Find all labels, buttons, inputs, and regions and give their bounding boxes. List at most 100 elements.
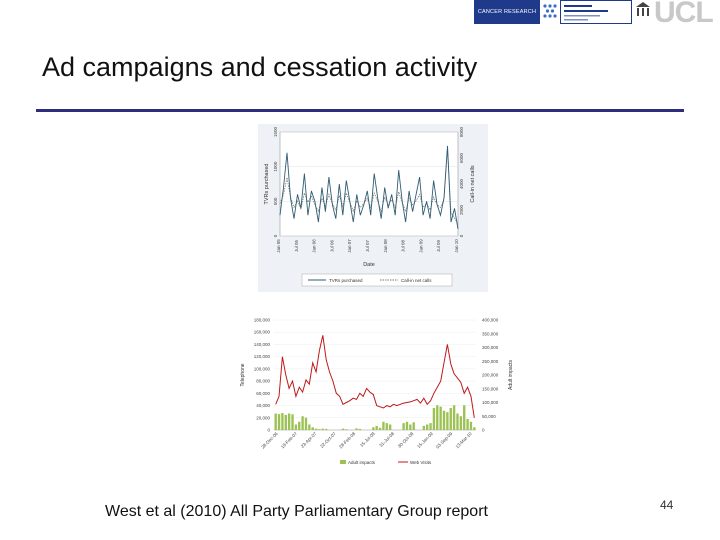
y2-tick-label: 350,000 bbox=[482, 331, 499, 336]
y-tick-label: 100,000 bbox=[254, 366, 271, 371]
tvr-calls-chart: 0 500 1000 1500 0 2000 4000 6000 8000 TVRs purcha… bbox=[258, 124, 488, 292]
y-tick-label: 0 bbox=[273, 234, 278, 237]
bar-adult-impacts bbox=[429, 423, 432, 430]
legend-label: Call-in net calls bbox=[401, 278, 432, 283]
plot-area bbox=[279, 131, 459, 237]
title-divider bbox=[36, 109, 684, 112]
y-tick-label: 1000 bbox=[273, 161, 278, 172]
bar-adult-impacts bbox=[277, 414, 281, 430]
x-tick-label: 22-Oct-07 bbox=[319, 431, 337, 449]
bar-adult-impacts bbox=[402, 423, 405, 430]
x-tick-label: 03-Sep-09 bbox=[435, 431, 454, 450]
y2-tick-label: 0 bbox=[459, 234, 464, 237]
y2-tick-label: 300,000 bbox=[482, 345, 499, 350]
y2-tick-label: 200,000 bbox=[482, 373, 499, 378]
bar-adult-impacts bbox=[281, 412, 284, 430]
y-axis-label: Telephone bbox=[240, 363, 246, 386]
slide-title: Ad campaigns and cessation activity bbox=[42, 52, 478, 82]
x-tick-label: 31-Jul-08 bbox=[378, 431, 395, 448]
bar-adult-impacts bbox=[321, 428, 324, 430]
bar-adult-impacts bbox=[456, 413, 459, 430]
bar-adult-impacts bbox=[405, 421, 409, 430]
bar-adult-impacts bbox=[409, 424, 412, 430]
x-tick-label: Jul 09 bbox=[436, 240, 441, 253]
y2-tick-label: 0 bbox=[482, 428, 485, 433]
bar-adult-impacts bbox=[287, 413, 291, 430]
ukctas-logo-icon bbox=[560, 0, 632, 24]
x-tick-label: 15-Jul-08 bbox=[359, 431, 376, 448]
bar-adult-impacts bbox=[318, 429, 321, 430]
legend-label: Web Visits bbox=[410, 460, 432, 465]
y-tick-label: 60,000 bbox=[256, 391, 270, 396]
legend-label: Adult impacts bbox=[348, 460, 376, 465]
cruk-logo: CANCER RESEARCH UK bbox=[474, 0, 540, 39]
y2-tick-label: 50,000 bbox=[482, 414, 496, 419]
bar-adult-impacts bbox=[469, 421, 473, 430]
y2-tick-label: 6000 bbox=[459, 152, 464, 163]
bar-adult-impacts bbox=[459, 416, 463, 430]
x-tick-label: 23-Apr-07 bbox=[300, 431, 318, 449]
y2-axis-label: Call-in net calls bbox=[470, 165, 476, 203]
ucl-logo: UCL bbox=[636, 0, 720, 29]
bar-adult-impacts bbox=[345, 429, 348, 430]
bar-adult-impacts bbox=[291, 414, 294, 430]
x-tick-label: 28-Feb-08 bbox=[338, 431, 357, 450]
y-tick-label: 120,000 bbox=[254, 354, 271, 359]
y-tick-label: 20,000 bbox=[256, 415, 270, 420]
y-tick-label: 0 bbox=[267, 428, 270, 433]
header-logos: CANCER RESEARCH UK UCL bbox=[474, 0, 720, 39]
y-tick-label: 160,000 bbox=[254, 330, 271, 335]
bar-adult-impacts bbox=[274, 413, 277, 430]
x-tick-label: Jan 05 bbox=[276, 239, 281, 253]
y-axis-label: TVRs purchased bbox=[264, 164, 270, 205]
ucl-wordmark: UCL bbox=[654, 0, 714, 29]
y2-axis-label: Adult impacts bbox=[508, 359, 514, 390]
legend-label: TVRs purchased bbox=[329, 278, 363, 283]
bar-adult-impacts bbox=[466, 419, 469, 430]
bar-adult-impacts bbox=[449, 408, 452, 430]
bar-adult-impacts bbox=[372, 427, 375, 430]
bar-adult-impacts bbox=[439, 406, 442, 430]
y2-tick-label: 250,000 bbox=[482, 359, 499, 364]
slide-number: 44 bbox=[660, 498, 674, 512]
bar-adult-impacts bbox=[304, 417, 308, 430]
x-tick-label: Jul 07 bbox=[365, 240, 370, 253]
bar-adult-impacts bbox=[473, 427, 476, 430]
bar-adult-impacts bbox=[301, 416, 304, 430]
y-tick-label: 180,000 bbox=[254, 318, 271, 323]
bar-adult-impacts bbox=[422, 425, 425, 430]
y2-tick-label: 150,000 bbox=[482, 386, 499, 391]
series-line-tvrs bbox=[279, 145, 459, 230]
x-tick-label: Jan 08 bbox=[383, 239, 388, 253]
bar-adult-impacts bbox=[308, 424, 311, 430]
x-tick-label: Jan 10 bbox=[454, 239, 459, 253]
cruk-mark-icon bbox=[540, 0, 560, 24]
bar-adult-impacts bbox=[412, 422, 415, 430]
x-tick-label: Jul 08 bbox=[401, 240, 406, 253]
y-tick-label: 500 bbox=[273, 197, 278, 205]
bar-adult-impacts bbox=[388, 424, 392, 430]
bar-adult-impacts bbox=[298, 421, 301, 430]
x-tick-label: Jul 05 bbox=[294, 240, 299, 253]
x-tick-label: Jul 06 bbox=[329, 240, 334, 253]
bar-adult-impacts bbox=[284, 414, 287, 430]
bar-adult-impacts bbox=[294, 424, 298, 430]
reference-citation: West et al (2010) All Party Parliamentar… bbox=[105, 503, 488, 520]
x-tick-label: Jan 07 bbox=[347, 239, 352, 253]
web-visits-chart-svg: 0 20,000 40,000 60,000 80,000 100,000 120,000 1… bbox=[240, 318, 514, 466]
y2-tick-label: 4000 bbox=[459, 178, 464, 189]
x-tick-label: Jan 06 bbox=[312, 239, 317, 253]
x-tick-label: 13-Mar-10 bbox=[454, 431, 473, 450]
x-tick-label: 15-Jan-09 bbox=[416, 431, 434, 449]
y-tick-label: 80,000 bbox=[256, 379, 270, 384]
legend-box bbox=[301, 273, 453, 287]
y2-tick-label: 100,000 bbox=[482, 400, 499, 405]
series-line-web-visits bbox=[275, 335, 475, 418]
bar-adult-impacts bbox=[382, 421, 385, 430]
y2-tick-label: 8000 bbox=[459, 126, 464, 137]
x-tick-label: 28-Dec-06 bbox=[260, 431, 279, 450]
bar-adult-impacts bbox=[442, 410, 446, 430]
bar-adult-impacts bbox=[446, 412, 449, 430]
bar-adult-impacts bbox=[311, 427, 314, 430]
bar-adult-impacts bbox=[314, 428, 318, 430]
